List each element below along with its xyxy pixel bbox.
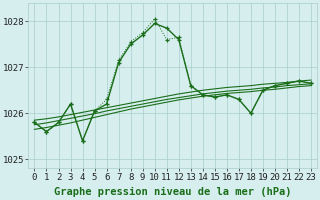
X-axis label: Graphe pression niveau de la mer (hPa): Graphe pression niveau de la mer (hPa) (54, 187, 292, 197)
